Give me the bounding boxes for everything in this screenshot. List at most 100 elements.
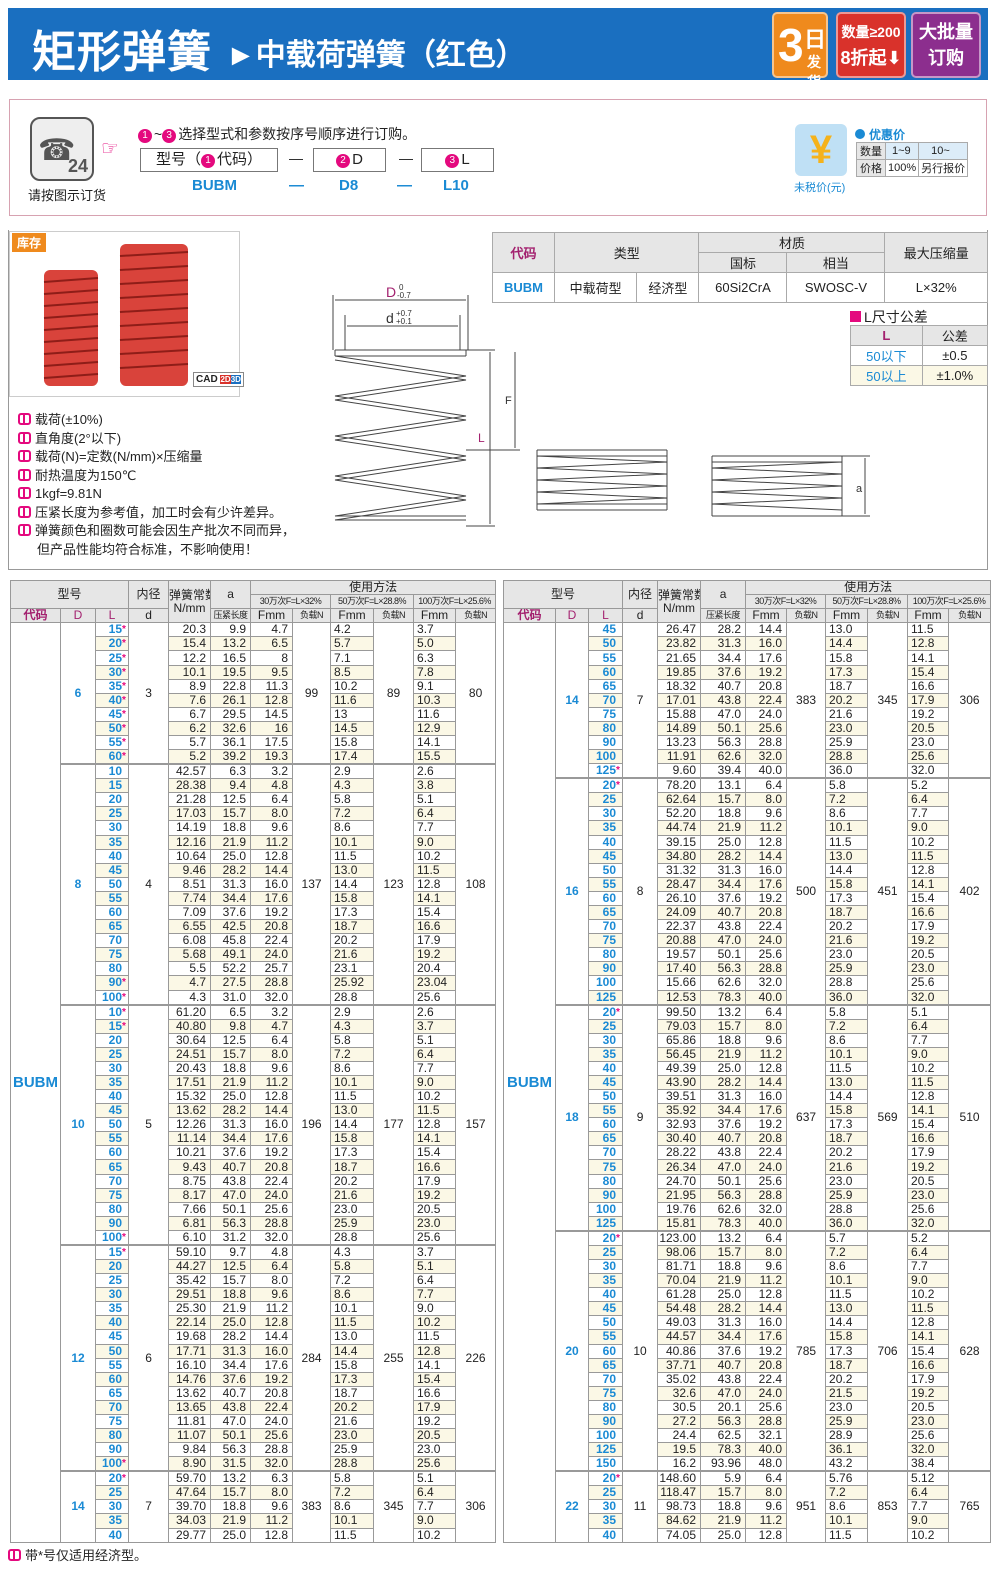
length-value: 100 [596,1202,617,1216]
length-value: 60 [602,891,617,905]
note-icon [8,1549,21,1561]
deflection-100: 19.2 [413,1413,457,1430]
table-row: 70 13.65 43.8 22.4 20.2 17.9 [11,1399,496,1415]
length-value: 75 [602,933,617,948]
length-value: 40 [108,693,123,707]
badge-qty-text: 数量≥200 [841,24,901,40]
length-L: 20 * [587,1229,624,1246]
deflection-50: 7.2 [330,1485,375,1501]
deflection-100: 19.2 [413,947,457,963]
spring-constant: 30.40 [657,1131,702,1147]
table-row: 75 20.88 47.0 24.0 21.6 19.2 [504,933,991,949]
spring-constant: 32.93 [657,1117,702,1133]
order-field-code: 型号（ 1 代码） [140,148,278,172]
spec-header-equiv: 相当 [786,252,886,273]
deflection-100: 23.0 [907,1413,950,1430]
length-L: 70 [94,933,130,949]
length-value: 30 [108,1499,123,1514]
note-item: 载荷(±10%) [18,411,295,430]
spring-constant: 49.03 [657,1315,702,1331]
length-L: 30 [587,806,624,822]
deflection-30: 25.6 [250,1428,294,1444]
deflection-50: 4.3 [330,778,375,794]
deflection-30: 17.6 [250,1131,294,1147]
deflection-50: 23.0 [330,1428,375,1444]
solid-length: 9.4 [210,778,252,794]
deflection-100: 14.1 [413,1131,457,1147]
solid-length: 31.5 [210,1456,252,1472]
length-L: 40 [94,1527,130,1543]
tolerance-title-text: L尺寸公差 [864,309,928,325]
deflection-30: 4.7 [250,622,294,638]
deflection-50: 10.1 [330,1301,375,1317]
spring-constant: 39.70 [168,1499,212,1515]
deflection-30: 16 [250,720,294,737]
header-model: 型号 [9,579,130,610]
deflection-50: 17.3 [330,1371,375,1387]
solid-length: 25.0 [210,1527,252,1543]
solid-length: 32.6 [210,720,252,737]
deflection-30: 6.4 [745,777,788,794]
inner-diameter: 6 [128,1243,170,1472]
length-value: 20 [602,778,617,793]
deflection-100: 5.2 [907,777,950,794]
spring-constant: 35.92 [657,1103,702,1119]
deflection-100: 5.1 [413,1470,457,1487]
deflection-50: 28.8 [825,749,869,765]
length-value: 55 [602,650,617,665]
deflection-50: 11.5 [825,1527,869,1543]
deflection-30: 32.1 [745,1428,788,1444]
spring-constant: 47.64 [168,1485,212,1501]
deflection-100: 6.4 [907,1244,950,1260]
dash: — [397,177,412,194]
tol-range: 50以上 [850,365,923,386]
header-fmm: Fmm [907,608,950,624]
length-value: 50 [602,1089,617,1104]
deflection-100: 14.1 [413,735,457,751]
deflection-50: 23.0 [825,1399,869,1415]
deflection-50: 14.4 [825,862,869,878]
solid-length: 25.0 [210,1315,252,1331]
deflection-30: 48.0 [745,1456,788,1472]
table-row: 90 27.2 56.3 28.8 25.9 23.0 [504,1413,991,1430]
length-L: 60 [587,890,624,906]
table-row: 22 20 * 11 148.60 5.9 6.4 951 5.76 853 5.12 765 [504,1470,992,1543]
product-photo [9,231,240,397]
deflection-100: 10.2 [907,1287,950,1303]
spring-constant: 17.40 [657,961,702,977]
table-row: 35 44.74 21.9 11.2 10.1 9.0 [504,820,991,836]
spring-constant: 19.57 [657,947,702,963]
spring-constant: 29.51 [168,1287,212,1303]
deflection-50: 5.8 [330,1258,375,1275]
solid-length: 31.3 [210,1343,252,1359]
load-value: 510 [948,1003,992,1232]
header-load: 负载N [948,608,992,624]
solid-length: 40.7 [210,1159,252,1175]
table-row: 15 28.38 9.4 4.8 4.3 3.8 [11,778,496,794]
deflection-100: 15.4 [907,664,950,680]
solid-length: 34.4 [700,876,747,892]
solid-length: 18.8 [700,1258,747,1275]
cad-badge[interactable]: CAD 2D3D [193,372,244,387]
solid-length: 40.7 [700,904,747,921]
length-value: 25 [108,806,123,821]
solid-length: 40.7 [700,1357,747,1373]
length-value: 35 [602,820,617,835]
table-row: 65 6.55 42.5 20.8 18.7 16.6 [11,919,496,935]
deflection-50: 15.8 [825,650,869,666]
length-L: 35 [587,1046,624,1062]
length-value: 45 [602,1075,617,1089]
deflection-30: 40.0 [745,989,788,1006]
deflection-50: 15.8 [330,1131,375,1147]
dim-F-label: F [505,395,512,407]
deflection-50: 13.0 [825,1301,869,1317]
spring-constant: 10.64 [168,848,212,864]
step-num: 1 [201,154,215,168]
deflection-30: 11.3 [250,678,294,694]
deflection-100: 17.9 [413,1173,457,1189]
deflection-30: 14.5 [250,706,294,722]
deflection-30: 24.0 [250,1413,294,1430]
deflection-100: 7.7 [413,820,457,836]
length-value: 65 [602,1131,617,1146]
